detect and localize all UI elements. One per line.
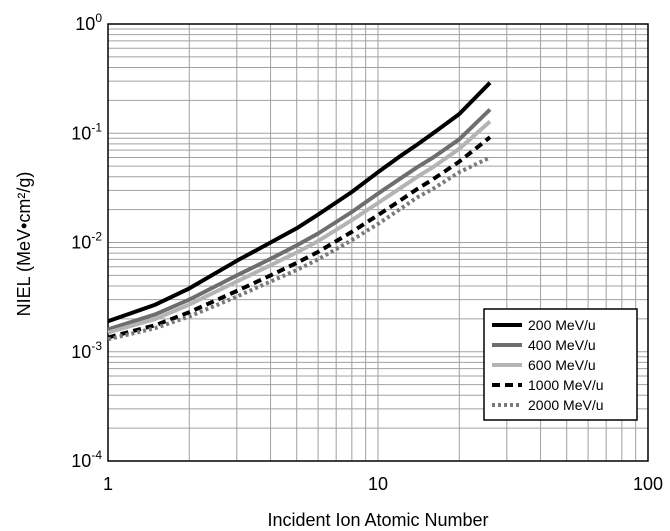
x-tick-label: 1 — [103, 474, 113, 494]
x-tick-label: 10 — [368, 474, 388, 494]
y-tick-labels: 100 10-1 10-2 10-3 10-4 — [71, 11, 102, 471]
series-line-1 — [107, 108, 492, 332]
y-tick-label: 10-4 — [71, 448, 102, 471]
series-line-0 — [107, 81, 492, 324]
legend-label: 2000 MeV/u — [528, 397, 604, 413]
x-tick-label: 100 — [633, 474, 663, 494]
series-lines — [107, 81, 492, 342]
y-tick-label: 10-1 — [71, 120, 102, 143]
y-axis-label: NIEL (MeV•cm²/g) — [14, 172, 34, 317]
legend-label: 200 MeV/u — [528, 317, 596, 333]
y-tick-label: 10-3 — [71, 339, 102, 362]
y-tick-label: 100 — [75, 11, 102, 34]
x-axis-label: Incident Ion Atomic Number — [267, 510, 488, 530]
plot-frame — [107, 23, 649, 462]
x-tick-labels: 1 10 100 — [103, 474, 663, 494]
legend: 200 MeV/u 400 MeV/u 600 MeV/u 1000 MeV/u 200… — [483, 308, 638, 421]
legend-label: 1000 MeV/u — [528, 377, 604, 393]
legend-label: 600 MeV/u — [528, 357, 596, 373]
legend-label: 400 MeV/u — [528, 337, 596, 353]
series-line-3 — [107, 135, 492, 340]
y-tick-label: 10-2 — [71, 230, 102, 253]
series-line-2 — [107, 120, 492, 335]
